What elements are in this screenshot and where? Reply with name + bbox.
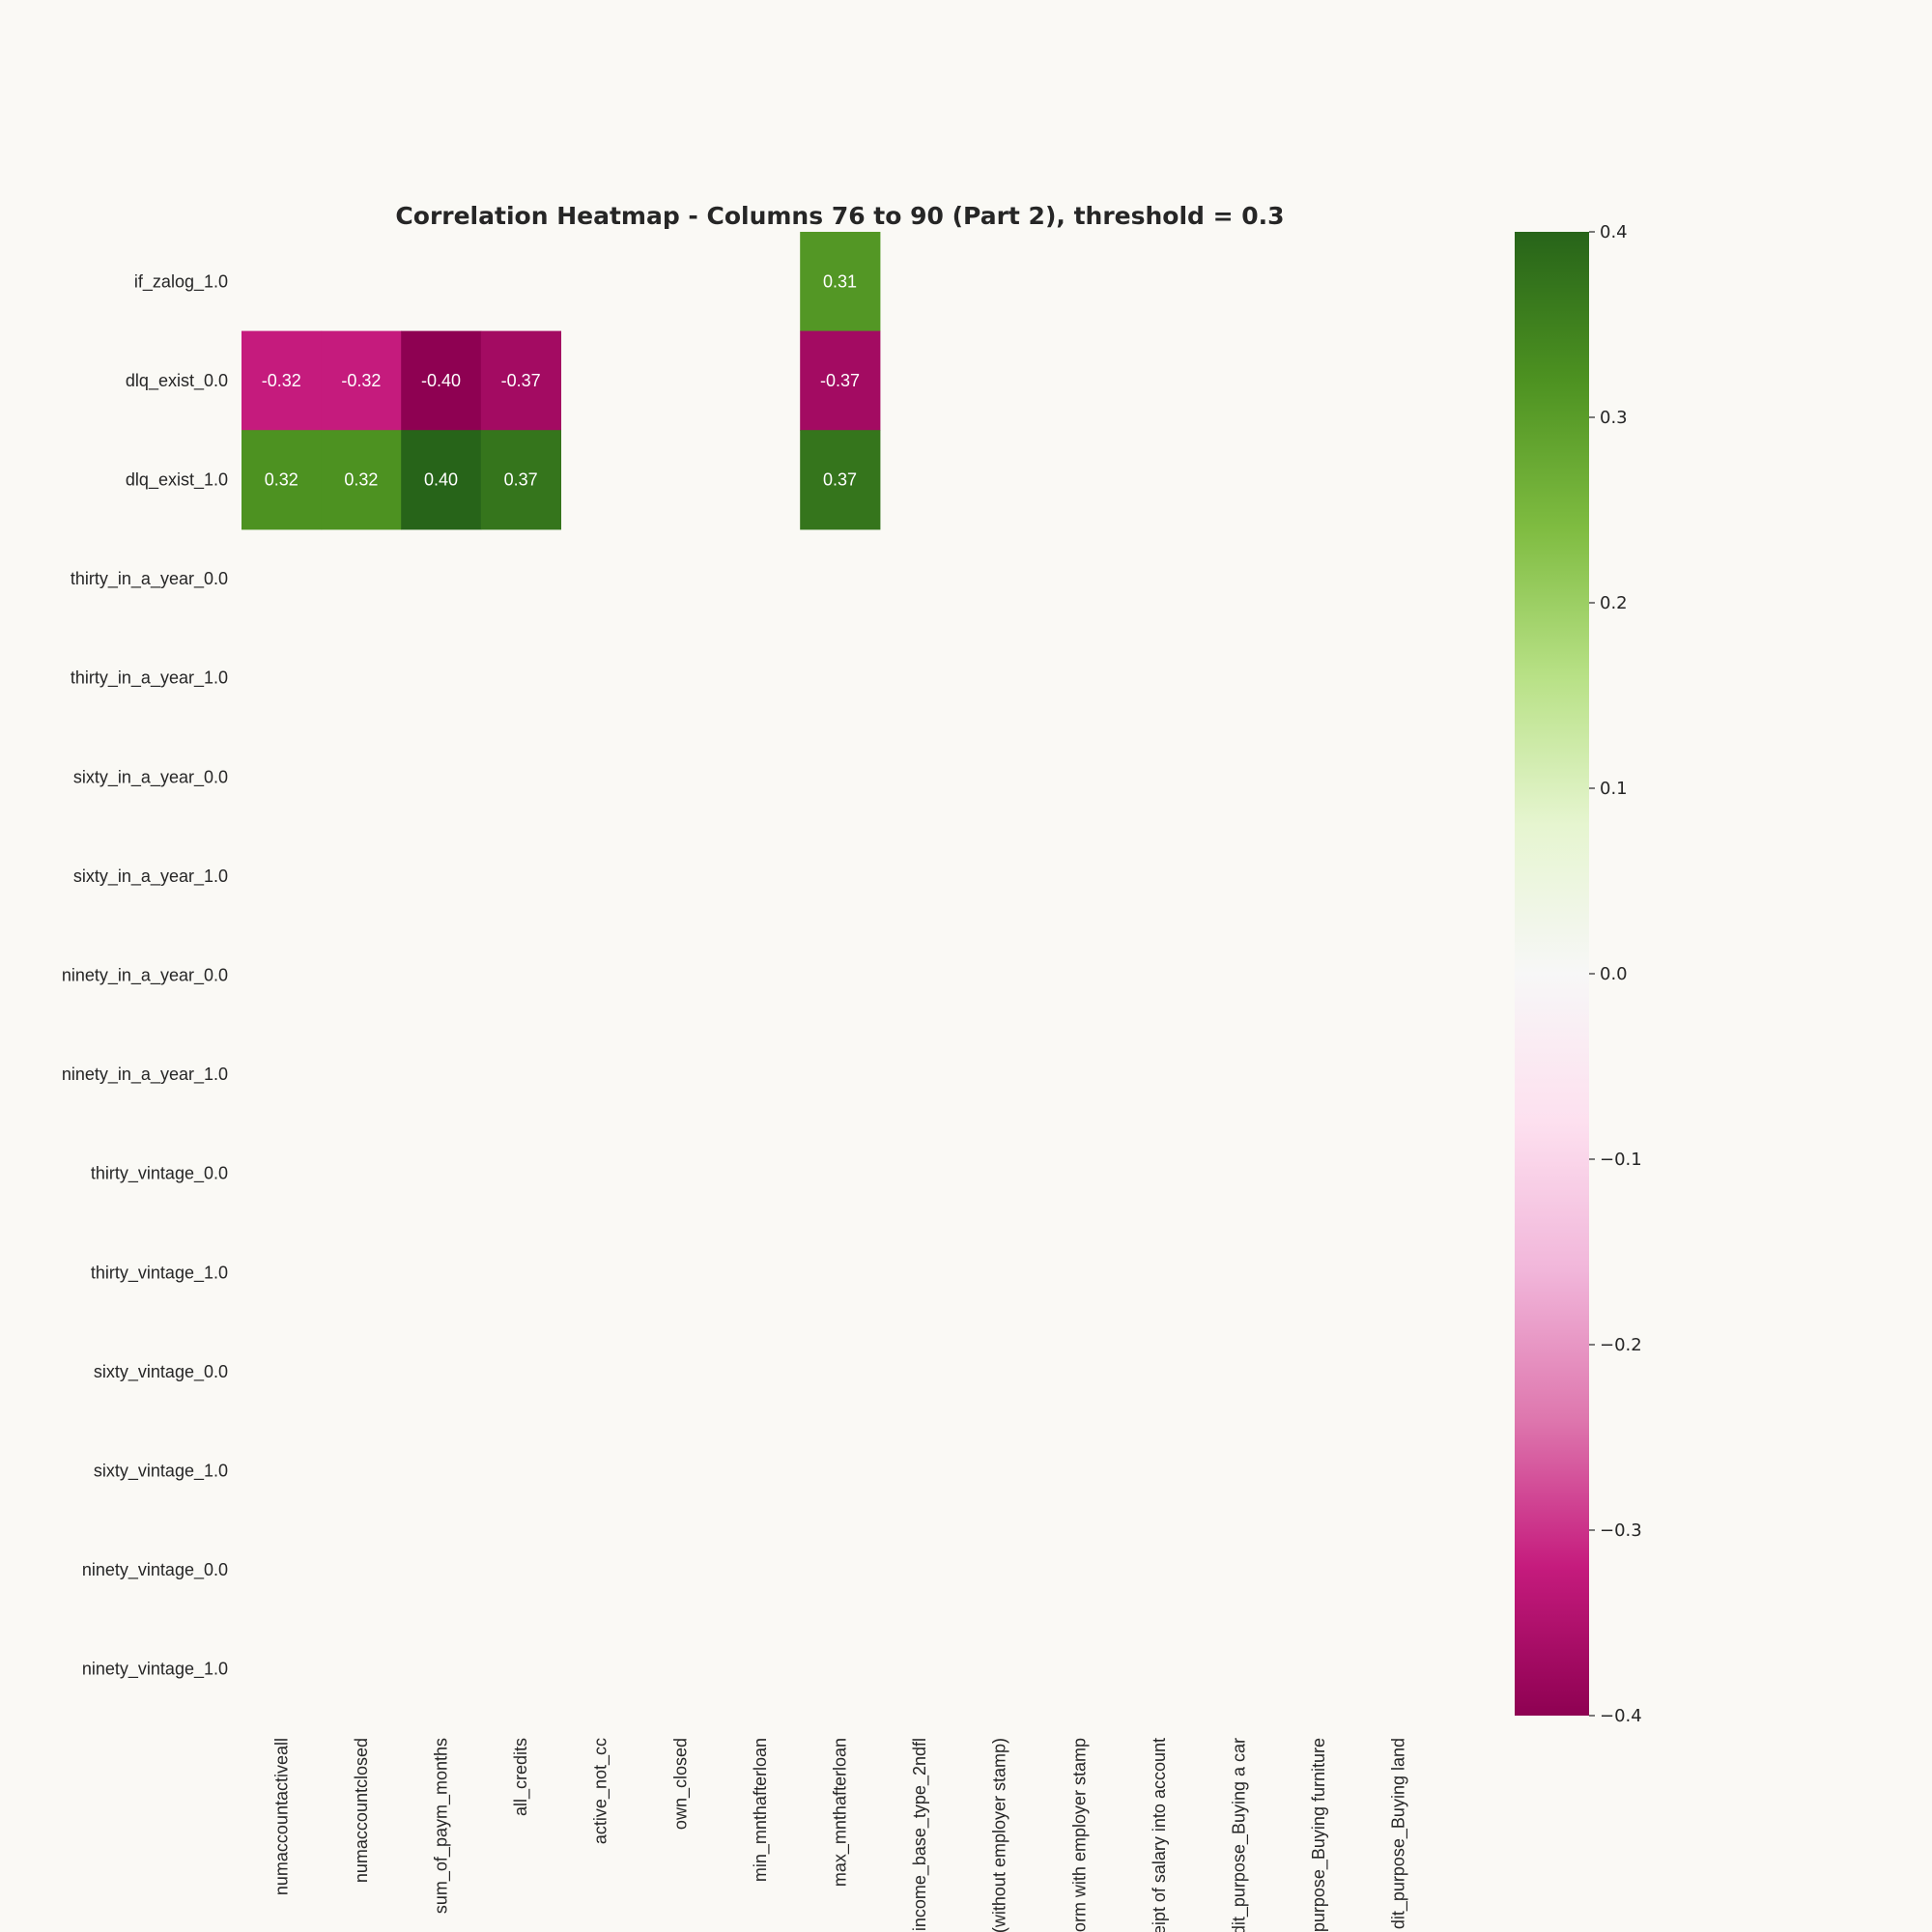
column-tick-label: own_closed xyxy=(670,1738,691,1830)
column-tick-label: eipt of salary into account xyxy=(1150,1738,1169,1932)
heatmap-cell-value: 0.32 xyxy=(265,470,298,490)
column-tick-label: min_mnthafterloan xyxy=(751,1738,771,1882)
heatmap-cell-value: 0.31 xyxy=(823,271,857,291)
column-tick-label: dit_purpose_Buying land xyxy=(1389,1738,1409,1929)
row-tick-label: if_zalog_1.0 xyxy=(134,271,228,292)
colorbar-tick-label: −0.4 xyxy=(1600,1706,1642,1726)
row-tick-label: sixty_in_a_year_1.0 xyxy=(73,867,228,887)
heatmap-cell xyxy=(242,430,323,530)
row-tick-label: thirty_in_a_year_1.0 xyxy=(71,668,228,689)
column-tick-label: numaccountclosed xyxy=(352,1738,371,1883)
colorbar-tick-label: 0.1 xyxy=(1600,779,1628,799)
heatmap-cell-value: -0.32 xyxy=(262,371,301,390)
row-tick-label: dlq_exist_0.0 xyxy=(126,371,228,391)
row-tick-label: thirty_vintage_0.0 xyxy=(91,1164,228,1184)
column-tick-label: all_credits xyxy=(511,1738,531,1816)
heatmap-cell xyxy=(242,330,323,431)
heatmap-cell-value: 0.40 xyxy=(424,470,458,490)
column-tick-label: income_base_type_2ndfl xyxy=(910,1738,930,1931)
colorbar-tick-label: 0.3 xyxy=(1600,408,1628,428)
column-tick-label: max_mnthafterloan xyxy=(831,1738,851,1887)
row-tick-label: ninety_vintage_0.0 xyxy=(82,1560,228,1580)
heatmap-cell-value: -0.37 xyxy=(820,371,860,390)
heatmap-cell-value: -0.32 xyxy=(341,371,381,390)
row-tick-labels: if_zalog_1.0 dlq_exist_0.0 dlq_exist_1.0th… xyxy=(62,271,228,1679)
column-tick-label: dit_purpose_Buying a car xyxy=(1230,1738,1250,1932)
heatmap-cell xyxy=(480,430,561,530)
chart-title: Correlation Heatmap - Columns 76 to 90 (… xyxy=(395,202,1284,230)
heatmap-cell-value: 0.32 xyxy=(344,470,378,490)
row-tick-label: thirty_in_a_year_0.0 xyxy=(71,569,228,589)
heatmap-cell xyxy=(401,330,482,431)
row-tick-label: ninety_in_a_year_1.0 xyxy=(62,1065,228,1085)
row-tick-label: sixty_in_a_year_0.0 xyxy=(73,767,228,787)
heatmap-cell-value: 0.37 xyxy=(823,470,857,490)
column-tick-labels: numaccountactiveall numaccountclosed sum_o… xyxy=(271,1738,1408,1932)
colorbar-gradient xyxy=(1515,232,1589,1716)
row-tick-label: ninety_vintage_1.0 xyxy=(82,1660,228,1680)
heatmap-cell xyxy=(321,330,402,431)
heatmap-cell xyxy=(800,430,881,530)
heatmap-cell xyxy=(480,330,561,431)
row-tick-label: dlq_exist_1.0 xyxy=(126,470,228,491)
row-tick-label: thirty_vintage_1.0 xyxy=(91,1263,228,1283)
heatmap-cell-value: 0.37 xyxy=(504,470,538,490)
heatmap-cells xyxy=(242,232,881,530)
column-tick-label: sum_of_paym_months xyxy=(432,1738,452,1914)
colorbar-tick-label: 0.2 xyxy=(1600,593,1628,613)
column-tick-label: active_not_cc xyxy=(591,1738,611,1844)
heatmap-cell xyxy=(800,330,881,431)
column-tick-label: numaccountactiveall xyxy=(271,1738,291,1895)
row-tick-label: sixty_vintage_1.0 xyxy=(94,1462,228,1482)
heatmap-cell xyxy=(800,232,881,332)
heatmap-cell-labels: 0.31 -0.32 -0.32 -0.40 -0.37 -0.37 0.32 0.32 0.4… xyxy=(262,271,860,489)
heatmap-cell xyxy=(401,430,482,530)
column-tick-label: orm with employer stamp xyxy=(1069,1738,1089,1932)
colorbar-tick-label: 0.0 xyxy=(1600,964,1628,984)
colorbar: 0.4 0.3 0.2 0.1 0.0 −0.1 −0.2 −0.3 −0.4 xyxy=(1515,222,1642,1726)
heatmap-cell xyxy=(321,430,402,530)
colorbar-tick-label: −0.1 xyxy=(1600,1150,1642,1170)
colorbar-tick-label: −0.2 xyxy=(1600,1335,1642,1355)
heatmap-cell-value: -0.40 xyxy=(421,371,461,390)
row-tick-label: sixty_vintage_0.0 xyxy=(94,1362,228,1382)
heatmap-cell-value: -0.37 xyxy=(501,371,541,390)
colorbar-tick-label: −0.3 xyxy=(1600,1520,1642,1541)
column-tick-label: (without employer stamp) xyxy=(990,1738,1009,1932)
colorbar-tick-label: 0.4 xyxy=(1600,222,1628,242)
row-tick-label: ninety_in_a_year_0.0 xyxy=(62,966,228,986)
column-tick-label: purpose_Buying furniture xyxy=(1309,1738,1329,1932)
